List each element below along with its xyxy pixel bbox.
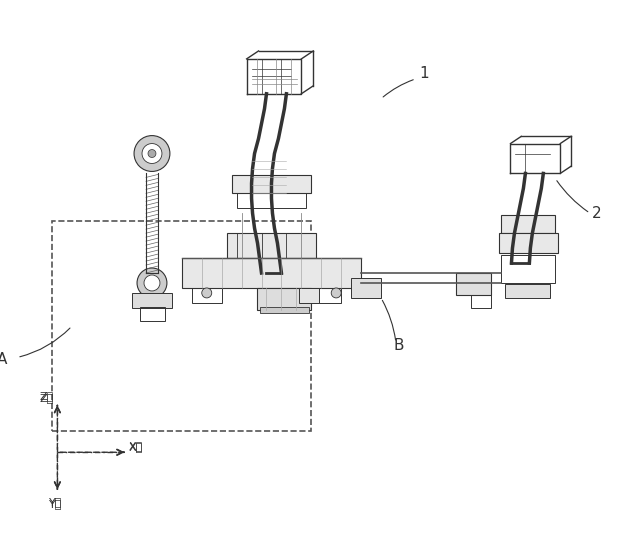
Text: 1: 1 [419,66,428,81]
Bar [299,288,319,303]
Circle shape [137,268,167,298]
Circle shape [331,288,341,298]
Bar [257,288,311,310]
Bar [498,233,558,253]
Text: 2: 2 [592,206,602,221]
Bar [52,221,311,431]
Text: Z轴: Z轴 [40,392,54,401]
Circle shape [134,135,170,171]
Text: X轴: X轴 [129,441,143,451]
Bar [192,288,222,303]
Circle shape [148,149,156,158]
Circle shape [202,288,211,298]
Bar [260,307,309,313]
Bar [232,175,311,194]
Bar [227,233,316,258]
Text: Y轴: Y轴 [50,497,63,507]
Circle shape [144,275,160,291]
Bar [182,258,361,288]
Circle shape [142,144,162,164]
Bar [140,307,165,321]
Text: Z轴: Z轴 [40,394,54,404]
Bar [500,215,556,233]
Bar [471,295,490,308]
Bar [291,288,341,303]
Bar [132,293,172,308]
Bar [505,284,551,298]
Text: B: B [394,338,404,353]
Bar [500,255,556,283]
Text: X轴: X轴 [129,442,143,452]
Text: A: A [0,352,7,367]
Bar [456,273,490,295]
Bar [351,278,381,298]
Bar [237,194,306,208]
Text: Y轴: Y轴 [50,499,63,509]
